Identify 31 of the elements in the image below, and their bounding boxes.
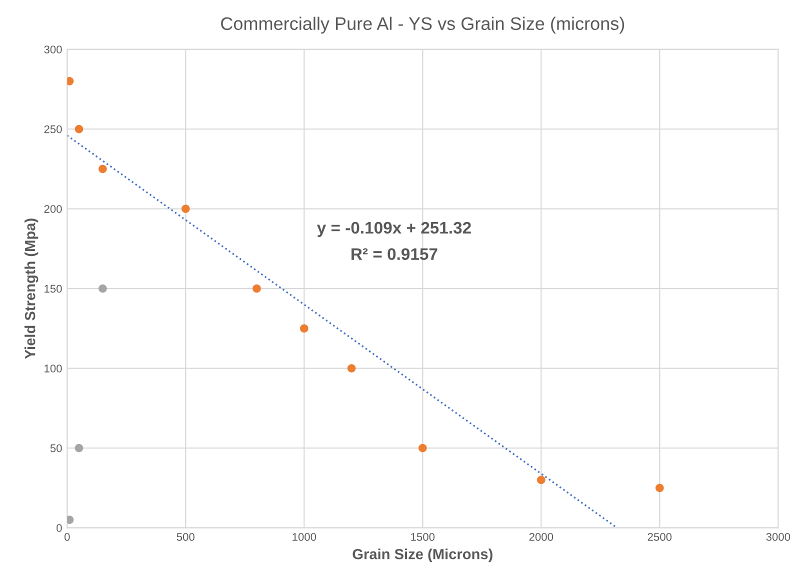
x-tick-label: 0 bbox=[64, 532, 70, 541]
point bbox=[536, 476, 546, 484]
y-tick-label: 100 bbox=[44, 364, 62, 372]
y-axis-title: Yield Strength (Mpa) bbox=[24, 218, 38, 359]
point bbox=[74, 444, 84, 452]
y-tick-label: 0 bbox=[56, 524, 62, 532]
y-tick-label: 250 bbox=[44, 125, 62, 134]
x-tick-label: 2500 bbox=[648, 532, 672, 541]
x-tick-label: 3000 bbox=[766, 532, 790, 541]
point bbox=[347, 364, 356, 372]
y-tick-label: 150 bbox=[44, 284, 62, 293]
y-tick-label: 200 bbox=[44, 205, 62, 213]
point bbox=[74, 124, 84, 134]
x-tick-label: 2000 bbox=[529, 532, 554, 541]
x-axis-title: Grain Size (Microns) bbox=[352, 548, 492, 562]
point bbox=[98, 164, 107, 174]
point bbox=[655, 484, 664, 492]
point bbox=[98, 284, 107, 293]
point bbox=[67, 516, 74, 524]
y-tick-label: 300 bbox=[44, 46, 62, 54]
point bbox=[252, 284, 261, 293]
point bbox=[181, 204, 190, 213]
annotation: R² = 0.9157 bbox=[352, 248, 438, 260]
x-tick-label: 1500 bbox=[411, 532, 435, 541]
x-tick-label: 1000 bbox=[292, 532, 316, 541]
x-tick-label: 500 bbox=[176, 532, 194, 541]
point bbox=[418, 444, 427, 452]
annotation: y = -0.109x + 251.32 bbox=[316, 222, 471, 237]
y-tick-label: 50 bbox=[50, 444, 62, 452]
point bbox=[300, 324, 308, 333]
chart-title: Commercially Pure Al - YS vs Grain Size (microns) bbox=[221, 16, 624, 34]
